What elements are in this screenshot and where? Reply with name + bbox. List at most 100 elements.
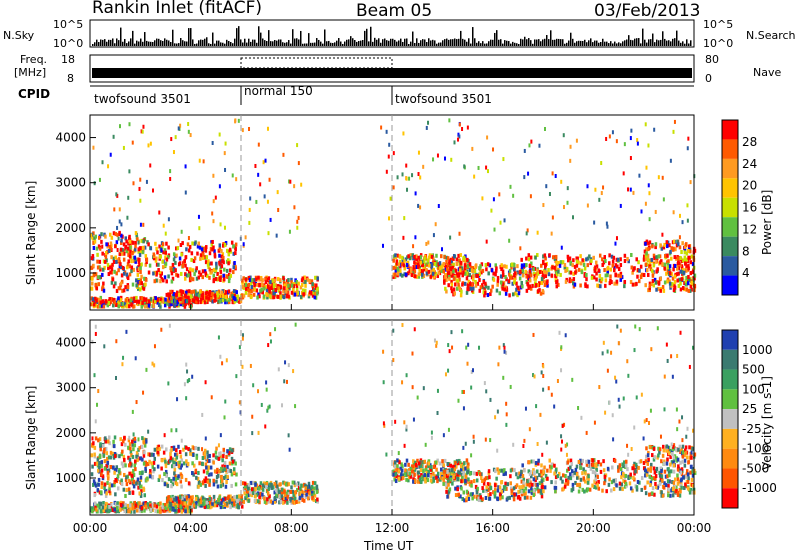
echo-cell — [133, 439, 137, 444]
echo-cell — [109, 232, 112, 237]
echo-cell — [520, 257, 523, 262]
echo-cell — [691, 262, 695, 267]
echo-cell — [598, 273, 602, 278]
echo-cell — [171, 276, 175, 281]
echo-cell — [221, 294, 225, 299]
echo-cell — [436, 471, 440, 476]
echo-cell — [146, 502, 150, 507]
echo-cell — [124, 236, 127, 241]
echo-cell — [410, 273, 414, 278]
echo-cell — [403, 266, 406, 271]
echo-cell — [557, 282, 560, 287]
echo-cell — [618, 481, 622, 486]
echo-cell — [449, 235, 452, 240]
echo-cell — [183, 497, 186, 502]
echo-cell — [163, 472, 166, 477]
echo-cell — [182, 447, 185, 452]
echo-cell — [282, 500, 285, 505]
echo-cell — [161, 299, 165, 304]
echo-cell — [141, 250, 145, 255]
echo-cell — [220, 290, 224, 295]
echo-cell — [586, 263, 589, 268]
echo-cell — [179, 297, 182, 302]
echo-cell — [192, 472, 195, 477]
nsky-bar — [156, 38, 158, 46]
echo-cell — [532, 490, 536, 495]
echo-cell — [299, 491, 302, 496]
echo-cell — [409, 253, 412, 258]
echo-cell — [459, 494, 462, 499]
echo-cell — [504, 481, 507, 486]
echo-cell — [121, 301, 124, 306]
echo-cell — [114, 477, 117, 482]
echo-cell — [432, 274, 436, 279]
echo-cell — [213, 469, 217, 474]
echo-cell — [504, 291, 508, 296]
echo-cell — [178, 476, 182, 481]
echo-cell — [569, 458, 573, 463]
echo-cell — [561, 487, 564, 492]
echo-cell — [231, 294, 234, 299]
echo-cell — [408, 269, 411, 274]
echo-cell — [594, 485, 598, 490]
echo-cell — [243, 488, 246, 493]
echo-cell — [567, 475, 570, 480]
echo-cell — [208, 478, 211, 483]
nsky-bar — [476, 42, 478, 46]
echo-cell — [686, 218, 689, 223]
echo-cell — [462, 490, 466, 495]
echo-cell — [202, 159, 205, 164]
echo-cell — [107, 300, 111, 305]
echo-cell — [464, 466, 467, 471]
echo-cell — [464, 474, 468, 479]
echo-cell — [470, 480, 473, 485]
echo-cell — [525, 482, 529, 487]
echo-cell — [600, 277, 604, 282]
echo-cell — [408, 176, 411, 181]
echo-cell — [224, 295, 228, 300]
echo-cell — [439, 477, 442, 482]
echo-cell — [677, 271, 680, 276]
echo-cell — [586, 284, 589, 289]
nsky-bar — [412, 31, 414, 46]
echo-cell — [126, 283, 130, 288]
echo-cell — [543, 253, 547, 258]
echo-cell — [444, 471, 448, 476]
echo-cell — [117, 469, 121, 474]
echo-cell — [190, 498, 194, 503]
echo-cell — [536, 289, 540, 294]
nsky-bar — [138, 41, 140, 46]
echo-cell — [211, 247, 214, 252]
echo-cell — [621, 487, 624, 492]
echo-cell — [283, 489, 286, 494]
echo-cell — [135, 278, 138, 283]
echo-cell — [128, 122, 131, 127]
echo-cell — [120, 273, 124, 278]
echo-cell — [492, 277, 496, 282]
echo-cell — [563, 265, 567, 270]
echo-cell — [170, 464, 174, 469]
echo-cell — [603, 474, 607, 479]
echo-cell — [169, 268, 173, 273]
echo-cell — [420, 263, 424, 268]
echo-cell — [197, 480, 201, 485]
echo-cell — [286, 494, 289, 499]
echo-cell — [304, 486, 308, 491]
echo-cell — [210, 269, 213, 274]
echo-cell — [247, 288, 251, 293]
echo-cell — [644, 241, 647, 246]
echo-cell — [142, 245, 145, 250]
nsky-bar — [520, 38, 522, 46]
echo-cell — [402, 235, 405, 240]
echo-cell — [99, 300, 102, 305]
echo-cell — [133, 509, 136, 514]
echo-cell — [646, 253, 650, 258]
nsky-bar — [482, 41, 484, 46]
echo-cell — [162, 450, 166, 455]
echo-cell — [520, 492, 524, 497]
echo-cell — [629, 279, 633, 284]
echo-cell — [200, 297, 203, 302]
echo-cell — [422, 477, 425, 482]
echo-cell — [252, 489, 255, 494]
echo-cell — [569, 260, 572, 265]
